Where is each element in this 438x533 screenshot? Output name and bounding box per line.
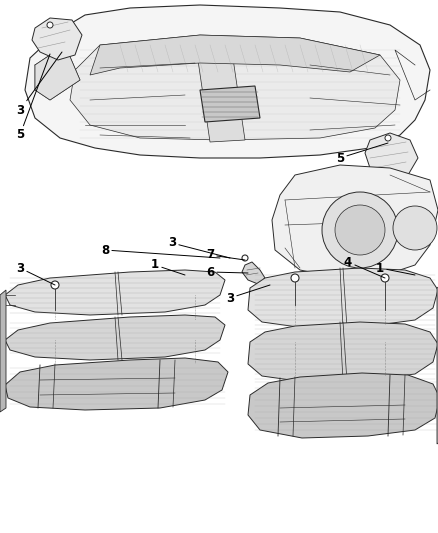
Circle shape — [335, 205, 385, 255]
Text: 3: 3 — [226, 285, 270, 304]
Polygon shape — [35, 45, 80, 100]
Text: 3: 3 — [16, 52, 62, 117]
Text: 4: 4 — [344, 255, 385, 278]
Text: 1: 1 — [151, 259, 185, 275]
Polygon shape — [437, 283, 438, 444]
Polygon shape — [248, 322, 438, 382]
Polygon shape — [5, 270, 225, 315]
Polygon shape — [90, 35, 380, 75]
Circle shape — [242, 255, 248, 261]
Text: 8: 8 — [101, 244, 220, 258]
Polygon shape — [272, 165, 438, 278]
Text: 5: 5 — [336, 143, 388, 165]
Polygon shape — [242, 262, 265, 284]
Text: 1: 1 — [376, 262, 415, 275]
Circle shape — [381, 274, 389, 282]
Polygon shape — [70, 35, 400, 140]
Polygon shape — [0, 290, 6, 412]
Polygon shape — [25, 5, 430, 158]
Polygon shape — [365, 133, 418, 178]
Circle shape — [51, 281, 59, 289]
Polygon shape — [248, 373, 438, 438]
Polygon shape — [248, 268, 438, 328]
Text: 3: 3 — [16, 262, 55, 285]
Polygon shape — [200, 86, 260, 122]
Circle shape — [322, 192, 398, 268]
Circle shape — [47, 22, 53, 28]
Polygon shape — [32, 18, 82, 60]
Text: 6: 6 — [206, 265, 248, 279]
Polygon shape — [5, 358, 228, 410]
Text: 3: 3 — [168, 237, 230, 258]
Polygon shape — [195, 38, 245, 142]
Polygon shape — [5, 315, 225, 360]
Text: 7: 7 — [206, 248, 245, 262]
Circle shape — [385, 135, 391, 141]
Circle shape — [393, 206, 437, 250]
Text: 5: 5 — [16, 54, 50, 141]
Circle shape — [291, 274, 299, 282]
